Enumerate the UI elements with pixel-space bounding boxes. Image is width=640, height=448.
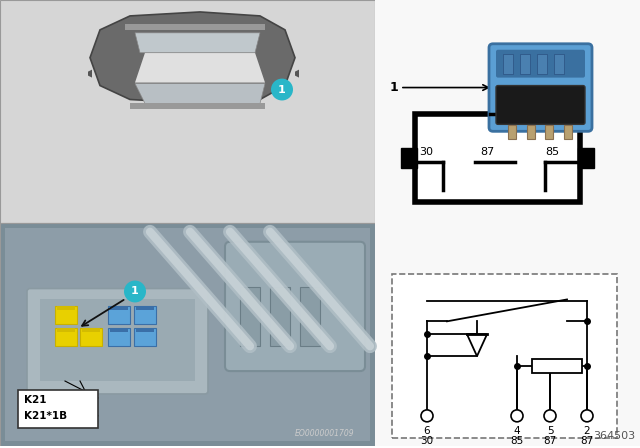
Bar [136, 328, 154, 332]
Bar [401, 148, 417, 168]
Text: 4: 4 [514, 426, 520, 436]
Text: 87: 87 [480, 147, 494, 157]
Bar [545, 125, 553, 139]
Bar [110, 328, 128, 332]
Text: 6: 6 [424, 426, 430, 436]
Bar [108, 328, 130, 346]
Text: 85: 85 [510, 436, 524, 446]
Circle shape [421, 410, 433, 422]
Bar [0, 0, 375, 223]
Text: 2: 2 [584, 426, 590, 436]
Polygon shape [135, 53, 265, 82]
Bar [527, 125, 535, 139]
Bar [134, 328, 156, 346]
Bar [503, 54, 513, 73]
Bar [520, 54, 530, 73]
FancyBboxPatch shape [496, 86, 585, 125]
Bar [5, 228, 370, 441]
Bar [80, 328, 102, 346]
Text: 87: 87 [501, 100, 515, 110]
Text: 85: 85 [545, 147, 559, 157]
Bar [18, 390, 98, 428]
Text: 30: 30 [419, 147, 433, 157]
Text: 30: 30 [420, 436, 433, 446]
FancyBboxPatch shape [27, 289, 208, 394]
Text: 1: 1 [389, 81, 398, 94]
Text: K21*1B: K21*1B [24, 411, 67, 421]
Polygon shape [135, 33, 260, 53]
Bar [134, 306, 156, 324]
Bar [240, 287, 260, 346]
Bar [0, 223, 375, 446]
Bar [508, 125, 516, 139]
Circle shape [581, 410, 593, 422]
Polygon shape [295, 69, 299, 78]
Bar [270, 287, 290, 346]
Bar [125, 24, 265, 30]
Text: 1: 1 [278, 85, 286, 95]
Bar [55, 306, 77, 324]
Bar [40, 299, 195, 381]
Text: 1: 1 [131, 286, 139, 297]
Bar [392, 274, 617, 438]
Bar [130, 103, 265, 109]
Text: 87: 87 [580, 436, 594, 446]
Bar [554, 54, 564, 73]
Bar [532, 359, 582, 373]
Bar [82, 328, 100, 332]
Bar [57, 328, 75, 332]
Bar [108, 306, 130, 324]
Circle shape [544, 410, 556, 422]
FancyBboxPatch shape [496, 50, 585, 78]
Bar [110, 306, 128, 310]
Text: K21: K21 [24, 395, 47, 405]
Polygon shape [135, 84, 265, 103]
Text: 87: 87 [543, 436, 557, 446]
Bar [55, 328, 77, 346]
Bar [136, 306, 154, 310]
FancyBboxPatch shape [489, 44, 592, 131]
Circle shape [271, 78, 293, 100]
Polygon shape [90, 12, 295, 103]
Bar [537, 54, 547, 73]
FancyBboxPatch shape [225, 242, 365, 371]
Text: 5: 5 [547, 426, 554, 436]
Bar [564, 125, 572, 139]
Bar [57, 306, 75, 310]
Text: 364503: 364503 [593, 431, 635, 441]
Circle shape [124, 280, 146, 302]
Text: EO0000001709: EO0000001709 [295, 429, 355, 438]
Circle shape [511, 410, 523, 422]
Bar [300, 287, 320, 346]
Bar [375, 0, 640, 446]
Polygon shape [88, 69, 92, 78]
Bar [578, 148, 594, 168]
Bar [415, 114, 580, 202]
